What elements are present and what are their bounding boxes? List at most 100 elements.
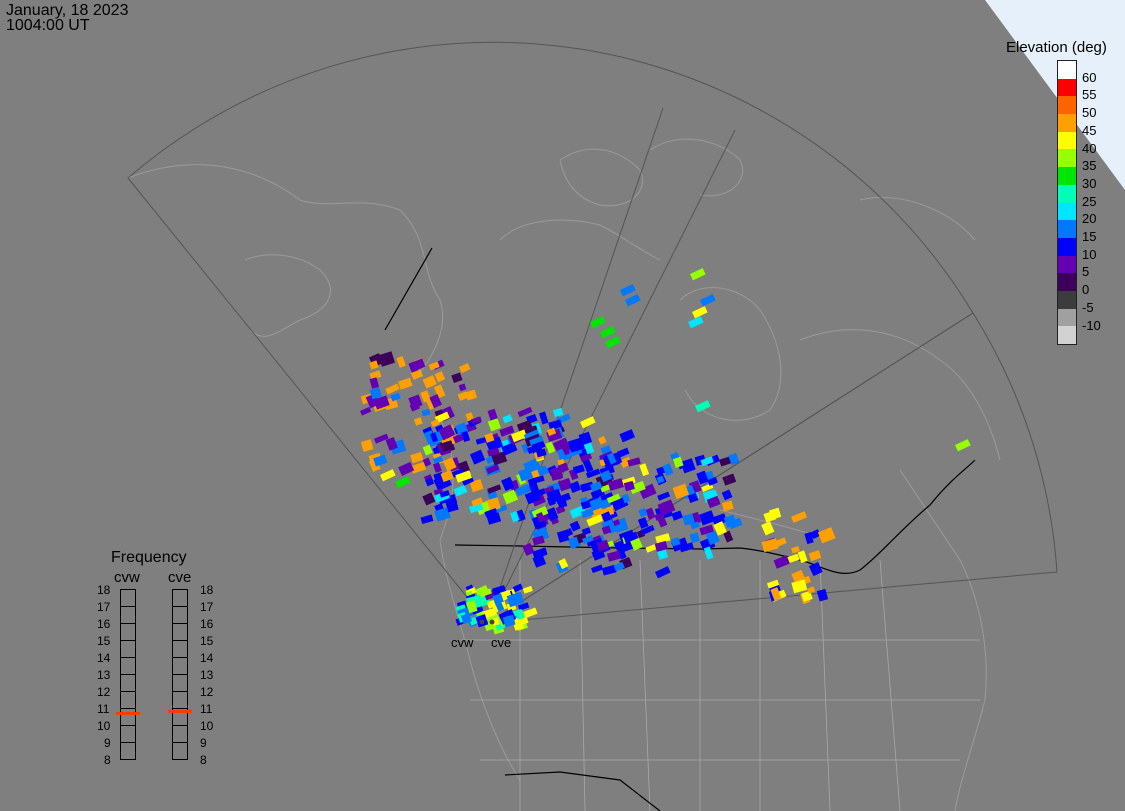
backscatter-cell <box>360 406 372 416</box>
backscatter-cell <box>773 537 787 548</box>
backscatter-cell <box>569 480 582 494</box>
radar-fov <box>127 41 1058 624</box>
backscatter-cell <box>526 445 538 455</box>
backscatter-cell <box>434 371 446 383</box>
backscatter-cell <box>380 469 396 482</box>
backscatter-cell <box>413 417 423 426</box>
backscatter-cell <box>638 507 648 518</box>
backscatter-cell <box>588 497 605 512</box>
backscatter-cell <box>410 369 424 380</box>
elevation-tick-label: 15 <box>1082 229 1097 244</box>
elevation-color-swatch <box>1058 237 1076 256</box>
backscatter-cell <box>522 542 535 556</box>
backscatter-cell <box>475 436 488 445</box>
backscatter-cell <box>421 408 431 417</box>
backscatter-cell <box>699 524 714 536</box>
backscatter-cell <box>546 427 557 436</box>
backscatter-cell <box>607 478 625 491</box>
backscatter-cell <box>579 452 593 463</box>
backscatter-cell <box>680 458 696 474</box>
backscatter-cell <box>385 383 400 395</box>
frequency-gridline <box>172 725 188 726</box>
frequency-tick-left: 8 <box>104 753 111 767</box>
frequency-tick-right: 18 <box>200 583 214 597</box>
radar-label-cvw: cvw <box>451 635 474 650</box>
backscatter-cell <box>487 447 500 457</box>
backscatter-cell <box>728 452 740 466</box>
backscatter-cell <box>529 435 544 446</box>
elevation-tick-label: 10 <box>1082 246 1097 262</box>
backscatter-cell <box>589 481 603 492</box>
backscatter-cell <box>487 418 501 432</box>
backscatter-cell <box>522 585 533 594</box>
backscatter-cell <box>557 462 569 474</box>
backscatter-cell <box>689 532 700 544</box>
backscatter-cell <box>580 500 592 510</box>
backscatter-cell <box>690 521 700 530</box>
backscatter-cell <box>547 488 563 504</box>
elevation-tick-label: 20 <box>1082 211 1097 227</box>
backscatter-cell <box>487 408 498 422</box>
backscatter-cell <box>599 326 616 339</box>
backscatter-cell <box>494 600 505 612</box>
backscatter-cell <box>535 511 546 523</box>
backscatter-cell <box>506 591 525 608</box>
elevation-tick-label: 25 <box>1082 193 1097 209</box>
frequency-tick-left: 11 <box>97 702 110 716</box>
backscatter-cell <box>555 505 566 515</box>
backscatter-cell <box>808 550 822 562</box>
frequency-gridline <box>172 606 188 607</box>
backscatter-cell <box>672 456 684 469</box>
backscatter-cell <box>434 507 451 522</box>
frequency-tick-left: 16 <box>97 617 111 631</box>
backscatter-cell <box>621 493 631 504</box>
backscatter-cell <box>422 492 436 506</box>
backscatter-cell <box>955 439 971 452</box>
backscatter-cell <box>567 437 585 453</box>
backscatter-cell <box>532 554 547 568</box>
backscatter-cell <box>706 495 721 509</box>
backscatter-cell <box>408 394 423 409</box>
backscatter-cell <box>422 444 433 456</box>
backscatter-cell <box>553 407 564 418</box>
radar-site-cvw <box>479 619 485 625</box>
frequency-gridline <box>120 623 136 624</box>
elevation-tick-label: 35 <box>1082 158 1097 174</box>
backscatter-cell <box>451 372 463 383</box>
backscatter-cell <box>679 542 694 553</box>
backscatter-cell <box>601 564 617 576</box>
backscatter-cell <box>471 497 484 507</box>
backscatter-cell <box>432 462 442 473</box>
backscatter-cell <box>773 555 790 569</box>
backscatter-cell <box>703 546 714 560</box>
backscatter-cell <box>469 449 486 465</box>
backscatter-cell <box>721 500 734 512</box>
backscatter-cell <box>613 561 625 572</box>
frequency-tick-right: 8 <box>200 753 207 767</box>
alaska-border <box>384 247 433 331</box>
elevation-tick-label: 40 <box>1082 140 1097 156</box>
frequency-tick-right: 15 <box>200 634 214 648</box>
backscatter-cell <box>662 463 674 476</box>
backscatter-cell <box>816 588 829 602</box>
backscatter-cell <box>582 459 594 473</box>
frequency-gridline <box>120 759 136 760</box>
elevation-tick-label: 60 <box>1082 69 1097 85</box>
backscatter-cell <box>605 336 621 349</box>
backscatter-cell <box>457 391 468 401</box>
backscatter-cell <box>687 492 699 503</box>
radar-site-cve <box>489 619 495 625</box>
backscatter-cell <box>690 268 706 281</box>
backscatter-cell <box>688 316 704 329</box>
backscatter-cell <box>606 452 617 465</box>
backscatter-cell <box>433 384 446 399</box>
backscatter-cell <box>619 476 636 487</box>
backscatter-cell <box>670 537 681 547</box>
backscatter-cell <box>532 547 548 559</box>
backscatter-cell <box>446 501 459 513</box>
backscatter-cell <box>531 475 545 485</box>
backscatter-cell <box>538 411 549 425</box>
time-label: 1004:00 UT <box>6 17 90 34</box>
backscatter-cell <box>791 579 808 594</box>
frequency-tick-right: 14 <box>200 651 214 665</box>
